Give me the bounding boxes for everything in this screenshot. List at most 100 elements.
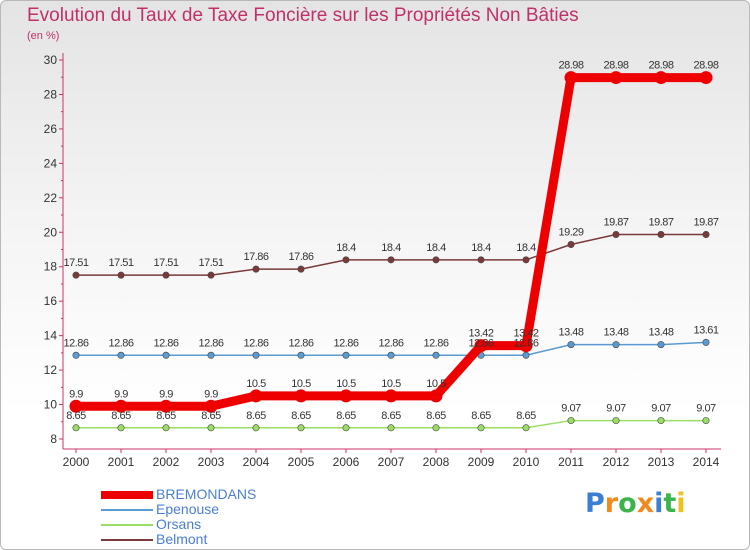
data-point bbox=[522, 351, 530, 359]
logo-letter: P bbox=[585, 488, 605, 519]
data-point bbox=[702, 338, 710, 346]
data-point bbox=[204, 399, 218, 413]
data-label: 12.86 bbox=[63, 337, 88, 349]
data-label: 13.42 bbox=[513, 328, 538, 340]
x-tick-label: 2010 bbox=[513, 455, 540, 469]
data-point bbox=[297, 351, 305, 359]
data-point bbox=[69, 399, 83, 413]
data-point bbox=[432, 256, 440, 264]
data-label: 28.98 bbox=[693, 60, 718, 72]
data-point bbox=[207, 351, 215, 359]
data-label: 9.9 bbox=[159, 388, 173, 400]
data-label: 17.51 bbox=[108, 257, 133, 269]
data-label: 17.51 bbox=[63, 257, 88, 269]
data-point bbox=[429, 389, 443, 403]
data-label: 17.86 bbox=[243, 251, 268, 263]
logo-letter: r bbox=[604, 488, 619, 519]
data-label: 28.98 bbox=[648, 60, 673, 72]
data-point bbox=[612, 341, 620, 349]
data-label: 10.5 bbox=[336, 378, 356, 390]
x-tick-label: 2009 bbox=[468, 455, 495, 469]
x-tick-label: 2011 bbox=[558, 455, 584, 469]
data-point bbox=[339, 389, 353, 403]
legend-label-epenouse: Epenouse bbox=[156, 501, 220, 517]
data-label: 8.65 bbox=[516, 410, 536, 422]
data-label: 19.87 bbox=[693, 217, 718, 229]
data-point bbox=[657, 231, 665, 239]
x-tick-label: 2012 bbox=[603, 455, 630, 469]
y-tick-label: 26 bbox=[44, 122, 58, 136]
chart-title: Evolution du Taux de Taxe Foncière sur l… bbox=[27, 5, 579, 26]
data-label: 12.86 bbox=[153, 337, 178, 349]
x-tick-label: 2001 bbox=[108, 455, 135, 469]
data-label: 8.65 bbox=[336, 410, 356, 422]
data-label: 18.4 bbox=[426, 242, 446, 254]
data-point bbox=[297, 265, 305, 273]
data-label: 10.5 bbox=[426, 378, 446, 390]
data-point bbox=[522, 424, 530, 432]
y-tick-label: 14 bbox=[44, 329, 58, 343]
data-point bbox=[432, 424, 440, 432]
legend-label-orsans: Orsans bbox=[156, 516, 202, 532]
data-point bbox=[654, 71, 668, 85]
x-tick-label: 2002 bbox=[153, 455, 180, 469]
chart-subtitle: (en %) bbox=[27, 30, 60, 42]
data-label: 12.86 bbox=[468, 337, 493, 349]
logo-letter: t bbox=[663, 488, 677, 519]
data-point bbox=[117, 271, 125, 279]
data-point bbox=[567, 241, 575, 249]
data-point bbox=[567, 341, 575, 349]
data-label: 8.65 bbox=[426, 410, 446, 422]
data-label: 13.48 bbox=[558, 327, 583, 339]
data-point bbox=[207, 424, 215, 432]
data-label: 18.4 bbox=[516, 242, 536, 254]
data-point bbox=[117, 351, 125, 359]
data-point bbox=[72, 351, 80, 359]
y-tick-label: 8 bbox=[50, 432, 57, 446]
data-label: 9.9 bbox=[69, 388, 83, 400]
data-point bbox=[657, 341, 665, 349]
x-tick-label: 2007 bbox=[378, 455, 405, 469]
y-tick-label: 22 bbox=[44, 191, 58, 205]
logo-letter: o bbox=[618, 488, 637, 519]
data-label: 13.48 bbox=[648, 327, 673, 339]
data-label: 10.5 bbox=[381, 378, 401, 390]
x-tick-label: 2000 bbox=[63, 455, 90, 469]
data-point bbox=[162, 424, 170, 432]
logo-letter: x bbox=[636, 488, 655, 519]
data-point bbox=[474, 339, 488, 353]
y-tick-label: 30 bbox=[44, 53, 58, 67]
data-point bbox=[387, 424, 395, 432]
data-label: 12.86 bbox=[513, 337, 538, 349]
data-point bbox=[252, 424, 260, 432]
data-point bbox=[72, 271, 80, 279]
data-label: 13.42 bbox=[468, 328, 493, 340]
x-tick-label: 2013 bbox=[648, 455, 675, 469]
data-point bbox=[612, 231, 620, 239]
data-label: 8.65 bbox=[66, 410, 86, 422]
data-point bbox=[207, 271, 215, 279]
data-point bbox=[162, 351, 170, 359]
data-label: 28.98 bbox=[603, 60, 628, 72]
data-point bbox=[609, 71, 623, 85]
data-point bbox=[387, 351, 395, 359]
proxiti-logo: Proxiti bbox=[585, 488, 686, 519]
data-label: 8.65 bbox=[471, 410, 491, 422]
data-point bbox=[342, 424, 350, 432]
data-label: 12.86 bbox=[423, 337, 448, 349]
data-point bbox=[252, 265, 260, 273]
y-tick-label: 16 bbox=[44, 294, 58, 308]
y-tick-label: 12 bbox=[44, 363, 58, 377]
data-label: 9.07 bbox=[696, 403, 716, 415]
data-label: 12.86 bbox=[243, 337, 268, 349]
data-label: 8.65 bbox=[291, 410, 311, 422]
data-label: 9.9 bbox=[204, 388, 218, 400]
data-label: 17.51 bbox=[198, 257, 223, 269]
legend-label-bremondans: BREMONDANS bbox=[156, 486, 257, 502]
data-point bbox=[387, 256, 395, 264]
legend-label-belmont: Belmont bbox=[156, 531, 208, 547]
legend-swatch-bremondans bbox=[101, 491, 153, 499]
data-point bbox=[522, 256, 530, 264]
